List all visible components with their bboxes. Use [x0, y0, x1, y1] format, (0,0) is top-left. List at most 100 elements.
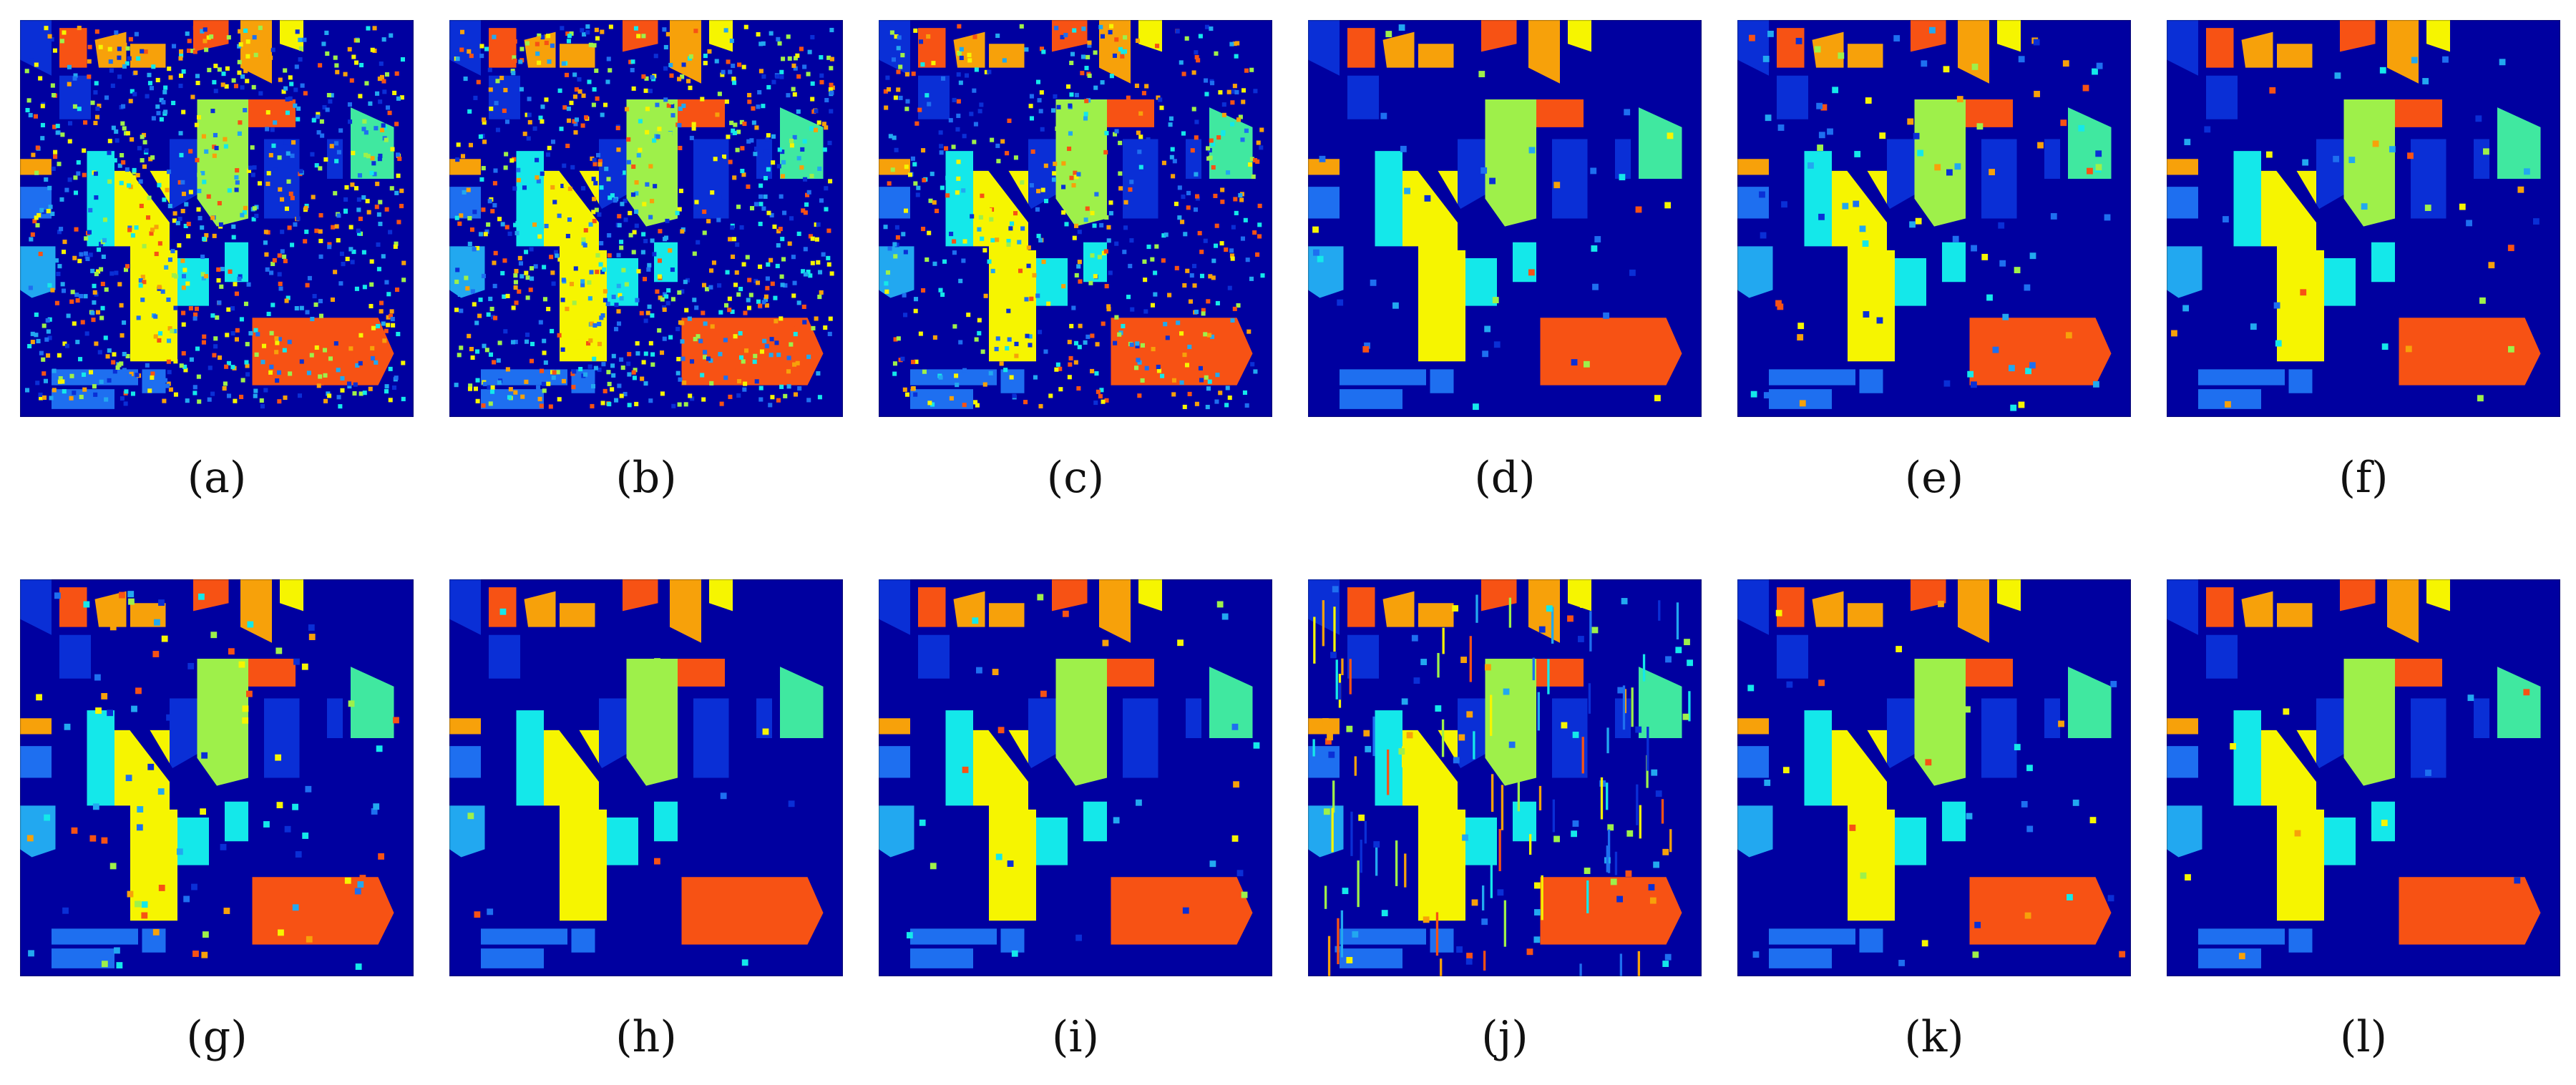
map-field [52, 928, 138, 945]
map-noise-pixel [819, 55, 824, 60]
map-noise-pixel [166, 359, 171, 364]
map-noise-pixel [101, 961, 108, 968]
map-noise-pixel [395, 287, 400, 293]
map-noise-pixel [1493, 341, 1501, 348]
map-noise-pixel [366, 154, 371, 159]
map-noise-pixel [2250, 323, 2257, 330]
map-noise-pixel [888, 134, 893, 139]
map-noise-pixel [381, 321, 386, 326]
map-noise-pixel [1370, 279, 1377, 286]
map-noise-pixel [1028, 334, 1033, 339]
map-noise-pixel [980, 193, 985, 198]
map-noise-pixel [552, 200, 557, 205]
map-noise-pixel [741, 262, 746, 267]
map-noise-pixel [662, 27, 667, 32]
map-noise-pixel [230, 365, 235, 370]
map-noise-pixel [756, 299, 761, 304]
map-field [130, 44, 166, 68]
map-noise-pixel [290, 195, 295, 200]
map-noise-pixel [1003, 368, 1008, 373]
map-noise-pixel [1069, 92, 1074, 97]
map-noise-pixel [95, 310, 101, 315]
map-noise-pixel [1090, 210, 1095, 215]
map-noise-pixel [1144, 84, 1149, 89]
map-field [571, 928, 595, 953]
map-noise-pixel [1035, 207, 1040, 212]
map-noise-pixel [964, 73, 970, 78]
map-noise-pixel [240, 378, 245, 383]
map-noise-pixel [181, 274, 187, 279]
map-noise-pixel [1449, 907, 1456, 914]
map-field [2167, 187, 2198, 219]
map-noise-pixel [1013, 155, 1018, 160]
map-field [1083, 242, 1107, 283]
map-noise-pixel [1250, 362, 1255, 367]
map-noise-pixel [639, 310, 644, 315]
map-field [1111, 318, 1253, 386]
map-noise-pixel [122, 64, 127, 69]
map-noise-pixel [1648, 884, 1655, 891]
map-noise-pixel [537, 234, 542, 239]
map-noise-pixel [681, 103, 686, 108]
map-noise-pixel [145, 215, 151, 220]
map-noise-pixel [596, 152, 601, 158]
map-field [626, 659, 678, 786]
map-noise-pixel [467, 386, 472, 391]
map-field [1639, 107, 1682, 179]
map-noise-pixel [996, 159, 1001, 164]
map-noise-pixel [2107, 895, 2114, 902]
map-noise-pixel [1606, 782, 1609, 810]
map-noise-pixel [1879, 132, 1886, 139]
map-noise-pixel [1094, 147, 1099, 152]
map-noise-pixel [733, 283, 738, 288]
map-noise-pixel [240, 74, 245, 79]
map-noise-pixel [795, 53, 800, 58]
map-noise-pixel [305, 785, 312, 792]
map-noise-pixel [1213, 374, 1218, 379]
map-noise-pixel [654, 658, 660, 665]
map-noise-pixel [694, 200, 699, 205]
map-noise-pixel [459, 29, 465, 34]
map-noise-pixel [1043, 163, 1048, 168]
map-noise-pixel [335, 69, 340, 74]
map-noise-pixel [2058, 720, 2064, 727]
map-noise-pixel [1816, 102, 1823, 109]
map-noise-pixel [33, 114, 38, 119]
map-noise-pixel [292, 904, 299, 911]
map-noise-pixel [1578, 636, 1584, 642]
map-noise-pixel [602, 289, 608, 294]
map-noise-pixel [949, 232, 954, 237]
map-noise-pixel [663, 237, 668, 242]
map-noise-pixel [913, 399, 918, 404]
map-noise-pixel [135, 900, 141, 908]
map-field [1895, 258, 1926, 306]
map-noise-pixel [84, 331, 89, 336]
map-noise-pixel [1664, 953, 1672, 961]
map-noise-pixel [117, 163, 122, 168]
map-noise-pixel [1629, 269, 1636, 276]
map-noise-pixel [352, 391, 357, 396]
map-noise-pixel [217, 201, 222, 206]
map-noise-pixel [955, 383, 960, 388]
map-noise-pixel [1482, 885, 1485, 910]
panel-label: (d) [1474, 453, 1536, 503]
map-noise-pixel [1207, 379, 1212, 384]
map-noise-pixel [1134, 83, 1139, 88]
map-noise-pixel [172, 211, 177, 216]
map-noise-pixel [567, 186, 572, 192]
map-panel: (f) [2167, 20, 2560, 499]
map-noise-pixel [381, 79, 386, 84]
map-noise-pixel [375, 182, 380, 187]
map-noise-pixel [688, 54, 693, 59]
map-noise-pixel [972, 139, 977, 144]
map-noise-pixel [610, 387, 615, 392]
map-panel: (c) [879, 20, 1272, 499]
map-noise-pixel [326, 92, 331, 98]
map-field [709, 579, 733, 612]
map-noise-pixel [1191, 107, 1196, 112]
map-noise-pixel [77, 107, 82, 112]
map-noise-pixel [990, 268, 995, 273]
map-noise-pixel [1074, 175, 1079, 180]
map-noise-pixel [1024, 297, 1029, 302]
map-noise-pixel [1503, 900, 1506, 947]
